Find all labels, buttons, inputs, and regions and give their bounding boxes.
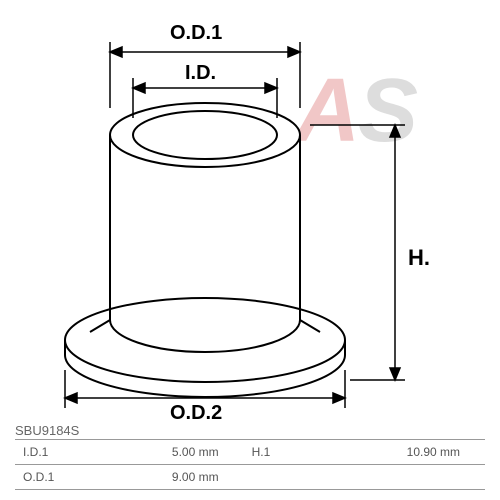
label-od2: O.D.2 [170,402,222,425]
diagram-canvas: A S [0,0,500,500]
label-od1: O.D.1 [170,22,222,45]
spec-val [320,465,485,490]
label-h: H. [408,245,430,271]
table-row: O.D.1 9.00 mm [15,465,485,490]
spec-key: I.D.1 [15,440,91,465]
spec-key [244,465,320,490]
part-number: SBU9184S [15,423,79,438]
table-row: I.D.1 5.00 mm H.1 10.90 mm [15,440,485,465]
spec-key: H.1 [244,440,320,465]
spec-val: 9.00 mm [91,465,244,490]
spec-val: 10.90 mm [320,440,485,465]
spec-key: O.D.1 [15,465,91,490]
spec-val: 5.00 mm [91,440,244,465]
spec-table: I.D.1 5.00 mm H.1 10.90 mm O.D.1 9.00 mm [15,439,485,490]
label-id: I.D. [185,62,216,85]
